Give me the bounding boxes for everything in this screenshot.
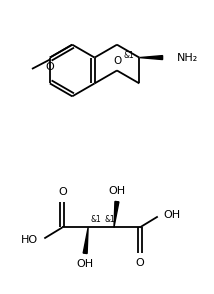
Text: OH: OH — [164, 210, 181, 220]
Polygon shape — [114, 201, 119, 228]
Text: &1: &1 — [90, 215, 101, 223]
Text: O: O — [114, 56, 122, 66]
Polygon shape — [139, 56, 163, 60]
Text: O: O — [58, 187, 67, 197]
Text: HO: HO — [21, 235, 38, 245]
Text: O: O — [46, 61, 54, 71]
Text: O: O — [135, 258, 144, 268]
Text: &1: &1 — [104, 215, 115, 223]
Text: &1: &1 — [124, 51, 134, 60]
Text: OH: OH — [77, 259, 94, 269]
Polygon shape — [83, 228, 88, 253]
Text: OH: OH — [108, 186, 125, 196]
Text: NH₂: NH₂ — [177, 53, 198, 63]
